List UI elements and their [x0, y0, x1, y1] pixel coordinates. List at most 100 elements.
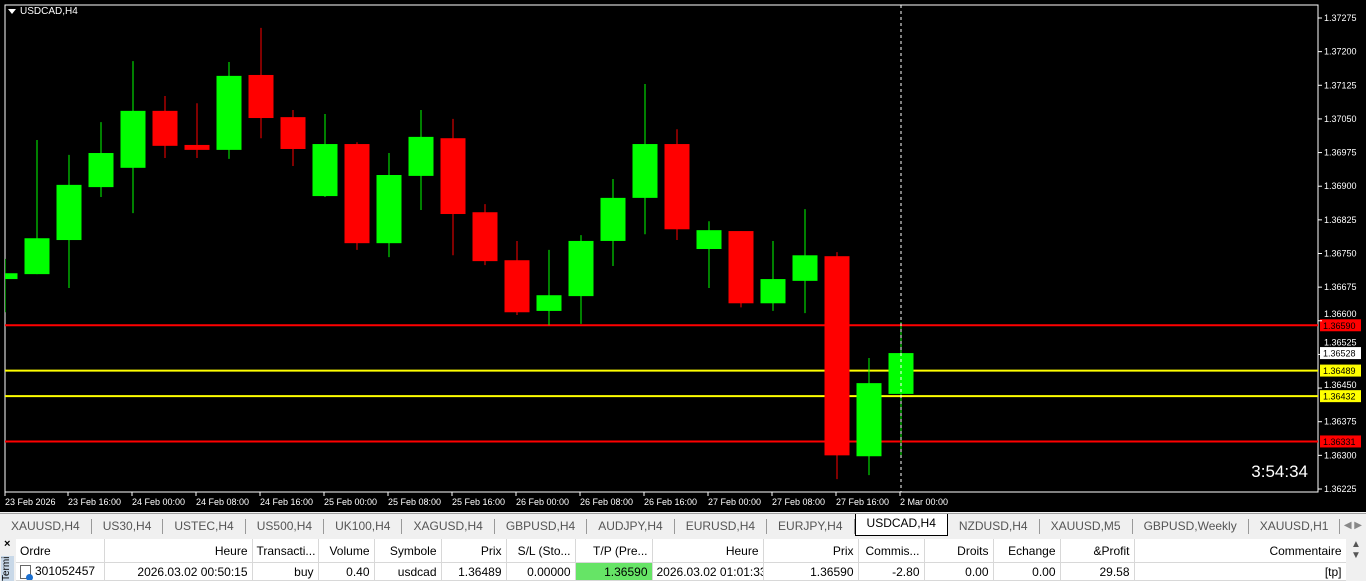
bull-candle — [408, 136, 434, 176]
price-tick-label: 1.36600 — [1324, 309, 1357, 319]
time-label: 25 Feb 00:00 — [324, 497, 377, 507]
bull-candle — [568, 240, 594, 297]
time-label: 23 Feb 16:00 — [68, 497, 121, 507]
column-header[interactable]: S/L (Sto... — [506, 539, 576, 563]
bear-candle — [280, 117, 306, 149]
tab-xauusd-h4[interactable]: XAUUSD,H4 — [0, 518, 92, 534]
tab-gbpusd-h4[interactable]: GBPUSD,H4 — [495, 518, 588, 534]
tab-us30-h4[interactable]: US30,H4 — [92, 518, 164, 534]
column-header[interactable]: Heure — [652, 539, 764, 563]
bear-candle — [344, 144, 370, 244]
tab-gbpusd-weekly[interactable]: GBPUSD,Weekly — [1133, 518, 1249, 534]
time-label: 24 Feb 16:00 — [260, 497, 313, 507]
table-header: Ordre Heure Transacti... Volume Symbole Prix S… — [16, 539, 1347, 563]
column-header[interactable]: Transacti... — [252, 539, 319, 563]
cell-ordre: 301052457 — [16, 562, 105, 581]
tab-xagusd-h4[interactable]: XAGUSD,H4 — [402, 518, 495, 534]
bull-candle — [5, 273, 18, 280]
tab-uk100-h4[interactable]: UK100,H4 — [324, 518, 403, 534]
order-document-icon — [20, 564, 33, 580]
price-tag-label: 1.36331 — [1323, 437, 1356, 447]
bear-candle — [440, 138, 466, 215]
price-tag-label: 1.36489 — [1323, 366, 1356, 376]
bear-candle — [728, 231, 754, 304]
cell-droits: 0.00 — [924, 562, 994, 581]
price-tick-label: 1.37125 — [1324, 80, 1357, 90]
price-tag-label: 1.36590 — [1323, 321, 1356, 331]
tab-eurjpy-h4[interactable]: EURJPY,H4 — [767, 518, 855, 534]
price-tick-label: 1.36750 — [1324, 248, 1357, 258]
order-id: 301052457 — [35, 564, 96, 579]
price-tag-bg — [1320, 435, 1361, 448]
tab-audjpy-h4[interactable]: AUDJPY,H4 — [587, 518, 675, 534]
tab-eurusd-h4[interactable]: EURUSD,H4 — [675, 518, 768, 534]
plot-area — [5, 5, 1318, 492]
tab-usdcad-h4[interactable]: USDCAD,H4 — [854, 514, 948, 536]
column-header[interactable]: Droits — [924, 539, 994, 563]
price-tag-bg — [1320, 364, 1361, 377]
column-header[interactable]: Symbole — [374, 539, 442, 563]
bear-candle — [824, 256, 850, 456]
column-header[interactable]: Prix — [763, 539, 859, 563]
price-tick-label: 1.37050 — [1324, 114, 1357, 124]
column-header[interactable]: &Profit — [1060, 539, 1135, 563]
cell--profit: 29.58 — [1060, 562, 1135, 581]
cell-symbole: usdcad — [374, 562, 442, 581]
price-tick-label: 1.36225 — [1324, 484, 1357, 494]
scroll-up-icon[interactable]: ▲ — [1351, 539, 1361, 550]
column-header[interactable]: Volume — [318, 539, 375, 563]
column-header[interactable]: Heure — [104, 539, 253, 563]
dropdown-triangle-icon[interactable] — [8, 9, 16, 14]
scroll-down-icon[interactable]: ▼ — [1351, 550, 1361, 561]
time-label: 26 Feb 08:00 — [580, 497, 633, 507]
bear-candle — [664, 144, 690, 230]
bull-candle — [760, 279, 786, 304]
column-header[interactable]: Commis... — [858, 539, 925, 563]
terminal-label: Terminal — [1, 556, 14, 581]
symbol-text: USDCAD,H4 — [20, 6, 78, 17]
tab-us500-h4[interactable]: US500,H4 — [246, 518, 325, 534]
bear-candle — [184, 144, 210, 150]
column-header[interactable]: T/P (Pre... — [575, 539, 653, 563]
tab-scroll-arrows[interactable]: ◀ ▶ — [1339, 514, 1366, 538]
bull-candle — [792, 255, 818, 281]
cell-t-p-pre: 1.36590 — [575, 562, 653, 581]
time-label: 2 Mar 00:00 — [900, 497, 948, 507]
column-header[interactable]: Ordre — [16, 539, 105, 563]
bull-candle — [312, 144, 338, 197]
table-scrollbar[interactable]: ▲ ▼ — [1346, 539, 1366, 581]
price-tag-bg — [1320, 347, 1361, 360]
time-label: 23 Feb 2026 — [5, 497, 56, 507]
bull-candle — [856, 383, 882, 457]
bear-candle — [248, 74, 274, 119]
tab-xauusd-m5[interactable]: XAUUSD,M5 — [1040, 518, 1133, 534]
price-tag-bg — [1320, 390, 1361, 403]
table-row[interactable]: 301052457 2026.03.02 00:50:15 buy 0.40 usdca… — [16, 562, 1347, 581]
tab-xauusd-h1[interactable]: XAUUSD,H1 — [1249, 518, 1341, 534]
column-header[interactable]: Commentaire — [1134, 539, 1347, 563]
price-tick-label: 1.36975 — [1324, 148, 1357, 158]
candlestick-chart: 1.36528 1.36590 1.36489 1.36432 1.36331 1.372… — [4, 4, 1361, 507]
time-label: 26 Feb 16:00 — [644, 497, 697, 507]
price-chart[interactable]: 1.36528 1.36590 1.36489 1.36432 1.36331 1.372… — [0, 0, 1366, 512]
tab-ustec-h4[interactable]: USTEC,H4 — [163, 518, 246, 534]
bull-candle — [696, 230, 722, 250]
bear-candle — [472, 212, 498, 262]
column-header[interactable]: Prix — [441, 539, 507, 563]
bull-candle — [120, 110, 146, 168]
column-header[interactable]: Echange — [993, 539, 1061, 563]
tab-nzdusd-h4[interactable]: NZDUSD,H4 — [948, 518, 1040, 534]
chart-symbol-label[interactable]: USDCAD,H4 — [8, 6, 78, 17]
terminal-side-panel: × Terminal — [0, 538, 15, 581]
price-tick-label: 1.36675 — [1324, 282, 1357, 292]
close-terminal-button[interactable]: × — [4, 538, 11, 550]
price-tick-label: 1.36825 — [1324, 215, 1357, 225]
cell-commis: -2.80 — [858, 562, 925, 581]
time-label: 26 Feb 00:00 — [516, 497, 569, 507]
price-tick-label: 1.36525 — [1324, 337, 1357, 347]
price-tag-label: 1.36528 — [1323, 349, 1356, 359]
price-tick-label: 1.36300 — [1324, 450, 1357, 460]
bull-candle — [536, 295, 562, 311]
bull-candle — [216, 75, 242, 150]
price-tick-label: 1.36375 — [1324, 417, 1357, 427]
